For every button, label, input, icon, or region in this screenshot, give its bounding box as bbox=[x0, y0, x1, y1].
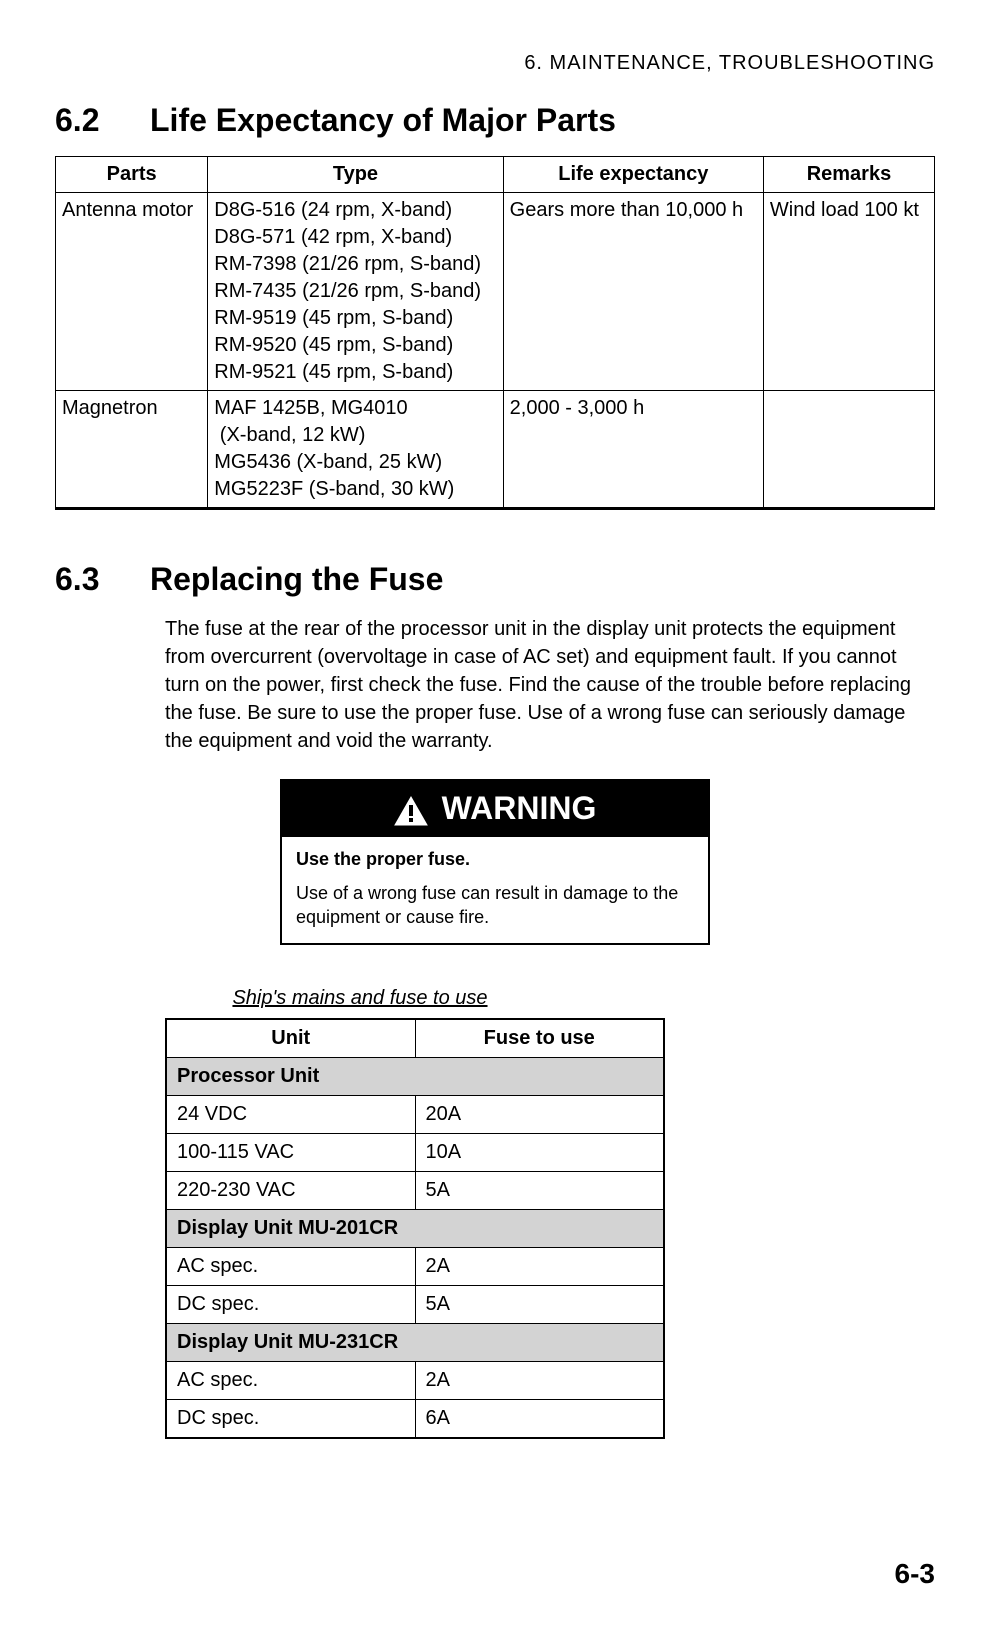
fuse-row: 24 VDC20A bbox=[166, 1096, 664, 1134]
section-title: Replacing the Fuse bbox=[150, 561, 443, 597]
fuse-unit-cell: DC spec. bbox=[166, 1400, 415, 1439]
section-number: 6.2 bbox=[55, 99, 150, 142]
section-title: Life Expectancy of Major Parts bbox=[150, 102, 616, 138]
warning-label: WARNING bbox=[442, 787, 597, 830]
fuse-value-cell: 5A bbox=[415, 1172, 664, 1210]
col-parts: Parts bbox=[56, 157, 208, 193]
fuse-value-cell: 20A bbox=[415, 1096, 664, 1134]
col-remarks: Remarks bbox=[763, 157, 934, 193]
warning-text: Use of a wrong fuse can result in damage… bbox=[296, 883, 678, 927]
fuse-col-unit: Unit bbox=[166, 1019, 415, 1058]
cell-life: Gears more than 10,000 h bbox=[503, 193, 763, 391]
fuse-section-row: Display Unit MU-231CR bbox=[166, 1324, 664, 1362]
fuse-row: 100-115 VAC10A bbox=[166, 1134, 664, 1172]
section-6-2-heading: 6.2Life Expectancy of Major Parts bbox=[55, 99, 935, 142]
fuse-value-cell: 10A bbox=[415, 1134, 664, 1172]
col-life: Life expectancy bbox=[503, 157, 763, 193]
cell-type: D8G-516 (24 rpm, X-band)D8G-571 (42 rpm,… bbox=[208, 193, 503, 391]
section-6-3-heading: 6.3Replacing the Fuse bbox=[55, 558, 935, 601]
warning-bold-line: Use the proper fuse. bbox=[296, 847, 694, 871]
fuse-unit-cell: 24 VDC bbox=[166, 1096, 415, 1134]
warning-body: Use the proper fuse. Use of a wrong fuse… bbox=[282, 837, 708, 944]
fuse-unit-cell: 220-230 VAC bbox=[166, 1172, 415, 1210]
page-number: 6-3 bbox=[895, 1555, 935, 1593]
fuse-col-fuse: Fuse to use bbox=[415, 1019, 664, 1058]
warning-triangle-icon bbox=[394, 794, 428, 824]
cell-life: 2,000 - 3,000 h bbox=[503, 391, 763, 509]
fuse-value-cell: 2A bbox=[415, 1362, 664, 1400]
life-expectancy-table: Parts Type Life expectancy Remarks Anten… bbox=[55, 156, 935, 510]
cell-remarks bbox=[763, 391, 934, 509]
warning-box: WARNING Use the proper fuse. Use of a wr… bbox=[280, 779, 710, 945]
cell-remarks: Wind load 100 kt bbox=[763, 193, 934, 391]
section-number: 6.3 bbox=[55, 558, 150, 601]
fuse-row: 220-230 VAC5A bbox=[166, 1172, 664, 1210]
fuse-section-row: Display Unit MU-201CR bbox=[166, 1210, 664, 1248]
chapter-header: 6. MAINTENANCE, TROUBLESHOOTING bbox=[55, 50, 935, 77]
fuse-value-cell: 6A bbox=[415, 1400, 664, 1439]
table-row: Antenna motorD8G-516 (24 rpm, X-band)D8G… bbox=[56, 193, 935, 391]
table-row: MagnetronMAF 1425B, MG4010 (X-band, 12 k… bbox=[56, 391, 935, 509]
cell-parts: Antenna motor bbox=[56, 193, 208, 391]
cell-type: MAF 1425B, MG4010 (X-band, 12 kW)MG5436 … bbox=[208, 391, 503, 509]
fuse-table: Unit Fuse to use Processor Unit24 VDC20A… bbox=[165, 1018, 665, 1439]
fuse-row: DC spec.5A bbox=[166, 1286, 664, 1324]
fuse-unit-cell: DC spec. bbox=[166, 1286, 415, 1324]
fuse-section-header: Display Unit MU-201CR bbox=[166, 1210, 664, 1248]
section-6-3-paragraph: The fuse at the rear of the processor un… bbox=[165, 615, 935, 755]
cell-parts: Magnetron bbox=[56, 391, 208, 509]
fuse-section-header: Display Unit MU-231CR bbox=[166, 1324, 664, 1362]
fuse-unit-cell: AC spec. bbox=[166, 1248, 415, 1286]
fuse-section-row: Processor Unit bbox=[166, 1058, 664, 1096]
fuse-row: AC spec.2A bbox=[166, 1362, 664, 1400]
warning-header: WARNING bbox=[282, 781, 708, 836]
fuse-row: DC spec.6A bbox=[166, 1400, 664, 1439]
col-type: Type bbox=[208, 157, 503, 193]
fuse-value-cell: 5A bbox=[415, 1286, 664, 1324]
fuse-table-caption: Ship's mains and fuse to use bbox=[0, 985, 935, 1012]
fuse-unit-cell: AC spec. bbox=[166, 1362, 415, 1400]
fuse-unit-cell: 100-115 VAC bbox=[166, 1134, 415, 1172]
fuse-row: AC spec.2A bbox=[166, 1248, 664, 1286]
fuse-section-header: Processor Unit bbox=[166, 1058, 664, 1096]
fuse-value-cell: 2A bbox=[415, 1248, 664, 1286]
table-header-row: Parts Type Life expectancy Remarks bbox=[56, 157, 935, 193]
fuse-header-row: Unit Fuse to use bbox=[166, 1019, 664, 1058]
